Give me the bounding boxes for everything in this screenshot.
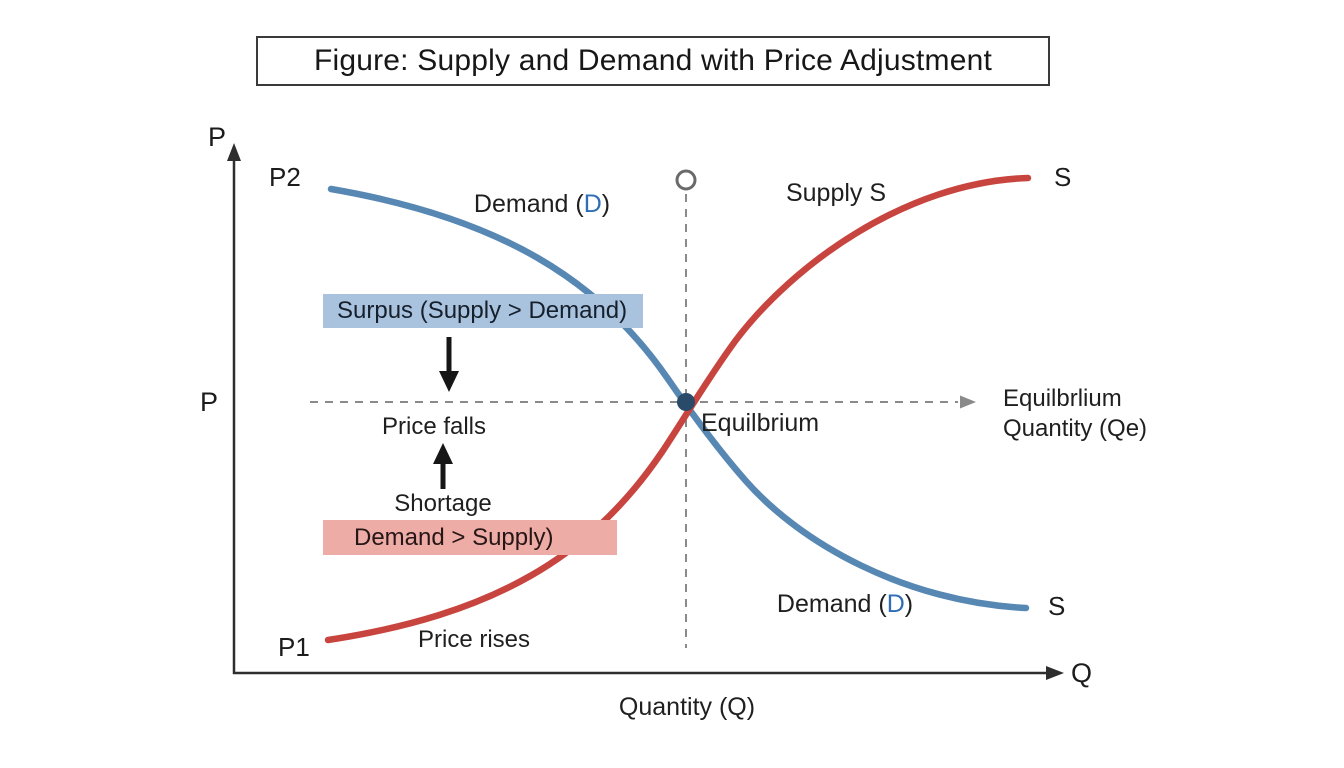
qe-marker-circle-icon: [675, 169, 697, 191]
demand-end-letter: S: [1048, 591, 1066, 621]
equilibrium-price-label: P: [200, 387, 219, 417]
demand-label-d: D: [583, 190, 602, 218]
demand-label-suffix: ): [904, 590, 914, 618]
p1-label: P1: [278, 632, 310, 662]
equilibrium-point: [677, 393, 695, 411]
shortage-annotation-text: Demand > Supply): [354, 523, 554, 551]
p2-label: P2: [269, 162, 301, 192]
price-rises-label: Price rises: [417, 626, 531, 653]
shortage-heading: Shortage: [394, 490, 492, 517]
demand-label-prefix: Demand (: [473, 190, 584, 218]
supply-curve: [324, 174, 1032, 644]
supply-curve-label: Supply S: [785, 179, 887, 207]
x-axis: [233, 666, 1064, 680]
surplus-annotation-box: Surpus (Supply > Demand): [323, 294, 643, 328]
x-axis-label: Q: [1071, 658, 1093, 688]
equilibrium-point-label: Equilbrium: [701, 409, 820, 437]
figure-title-text: Figure: Supply and Demand with Price Adj…: [313, 44, 993, 77]
up-arrow-icon: [433, 443, 453, 489]
surplus-annotation-text: Surpus (Supply > Demand): [337, 297, 628, 324]
demand-curve-label-top: Demand (D): [474, 190, 610, 219]
down-arrow-icon: [439, 337, 459, 392]
y-axis-label: P: [208, 122, 227, 152]
demand-label-d: D: [886, 590, 905, 618]
equilibrium-quantity-line2: Quantity (Qe): [1003, 415, 1148, 442]
y-axis: [227, 143, 241, 674]
equilibrium-quantity-line1: Equilbrlium: [1003, 385, 1122, 412]
price-falls-label: Price falls: [381, 413, 487, 440]
demand-label-suffix: ): [601, 190, 611, 218]
price-dashed-line: [310, 395, 976, 409]
x-axis-caption: Quantity (Q): [618, 693, 756, 721]
supply-end-letter: S: [1054, 162, 1072, 192]
demand-curve-label-bottom: Demand (D): [777, 590, 913, 619]
demand-label-prefix: Demand (: [776, 590, 887, 618]
demand-curve: [327, 185, 1030, 612]
figure-title: Figure: Supply and Demand with Price Adj…: [256, 36, 1050, 86]
shortage-annotation-box: Demand > Supply): [323, 520, 617, 555]
equilibrium-quantity-label: Equilbrlium Quantity (Qe): [1003, 384, 1147, 444]
